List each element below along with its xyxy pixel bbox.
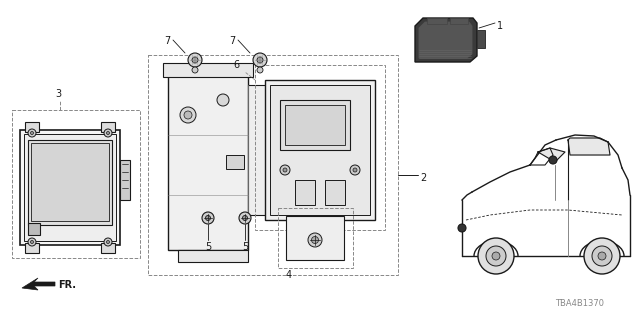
Circle shape — [192, 67, 198, 73]
Bar — [12, 110, 140, 258]
Bar — [295, 180, 315, 205]
Circle shape — [28, 238, 36, 246]
Circle shape — [217, 94, 229, 106]
Text: 7: 7 — [164, 36, 170, 46]
Circle shape — [486, 246, 506, 266]
Bar — [25, 243, 39, 253]
Bar — [101, 122, 115, 132]
Circle shape — [104, 238, 112, 246]
Bar — [278, 208, 353, 268]
Circle shape — [257, 57, 263, 63]
Circle shape — [353, 168, 357, 172]
Bar — [101, 243, 115, 253]
Circle shape — [184, 111, 192, 119]
Text: 6: 6 — [234, 60, 240, 70]
Circle shape — [202, 212, 214, 224]
Text: TBA4B1370: TBA4B1370 — [555, 299, 604, 308]
Bar — [427, 18, 447, 24]
Bar — [450, 18, 468, 24]
Bar — [148, 55, 398, 275]
Bar — [31, 143, 109, 221]
Text: 5: 5 — [242, 242, 248, 252]
Circle shape — [188, 53, 202, 67]
Circle shape — [31, 241, 33, 244]
Bar — [28, 223, 40, 235]
Circle shape — [308, 233, 322, 247]
Circle shape — [478, 238, 514, 274]
Circle shape — [205, 215, 211, 220]
Circle shape — [192, 57, 198, 63]
Text: FR.: FR. — [58, 280, 76, 290]
Circle shape — [312, 236, 319, 244]
Bar — [280, 100, 350, 150]
Bar — [286, 216, 344, 260]
Bar — [168, 75, 248, 250]
Bar — [178, 250, 248, 262]
Circle shape — [257, 67, 263, 73]
Polygon shape — [415, 18, 477, 62]
Bar — [255, 65, 385, 230]
Bar — [270, 85, 370, 215]
Bar — [226, 155, 244, 169]
Bar — [24, 134, 116, 241]
Circle shape — [106, 132, 109, 134]
Circle shape — [253, 53, 267, 67]
Bar — [285, 105, 345, 145]
Circle shape — [584, 238, 620, 274]
Circle shape — [106, 241, 109, 244]
Circle shape — [180, 107, 196, 123]
Circle shape — [283, 168, 287, 172]
Bar — [477, 30, 485, 48]
Text: 2: 2 — [420, 173, 426, 183]
Text: 4: 4 — [286, 270, 292, 280]
Polygon shape — [538, 148, 565, 162]
Circle shape — [549, 156, 557, 164]
Bar — [120, 160, 130, 200]
Bar — [325, 180, 345, 205]
Circle shape — [458, 224, 466, 232]
Polygon shape — [22, 278, 55, 290]
Bar — [28, 140, 112, 225]
Circle shape — [492, 252, 500, 260]
Bar — [163, 63, 253, 77]
Text: 5: 5 — [205, 242, 211, 252]
Circle shape — [280, 165, 290, 175]
Text: 3: 3 — [55, 89, 61, 99]
Polygon shape — [419, 22, 472, 58]
Bar — [248, 85, 298, 215]
Bar — [20, 130, 120, 245]
Circle shape — [31, 132, 33, 134]
Circle shape — [243, 215, 248, 220]
Circle shape — [350, 165, 360, 175]
Text: 7: 7 — [229, 36, 235, 46]
Circle shape — [598, 252, 606, 260]
Bar — [265, 80, 375, 220]
Circle shape — [592, 246, 612, 266]
Circle shape — [239, 212, 251, 224]
Polygon shape — [568, 138, 610, 155]
Circle shape — [104, 129, 112, 137]
Bar — [25, 122, 39, 132]
Circle shape — [28, 129, 36, 137]
Text: 1: 1 — [497, 21, 503, 31]
